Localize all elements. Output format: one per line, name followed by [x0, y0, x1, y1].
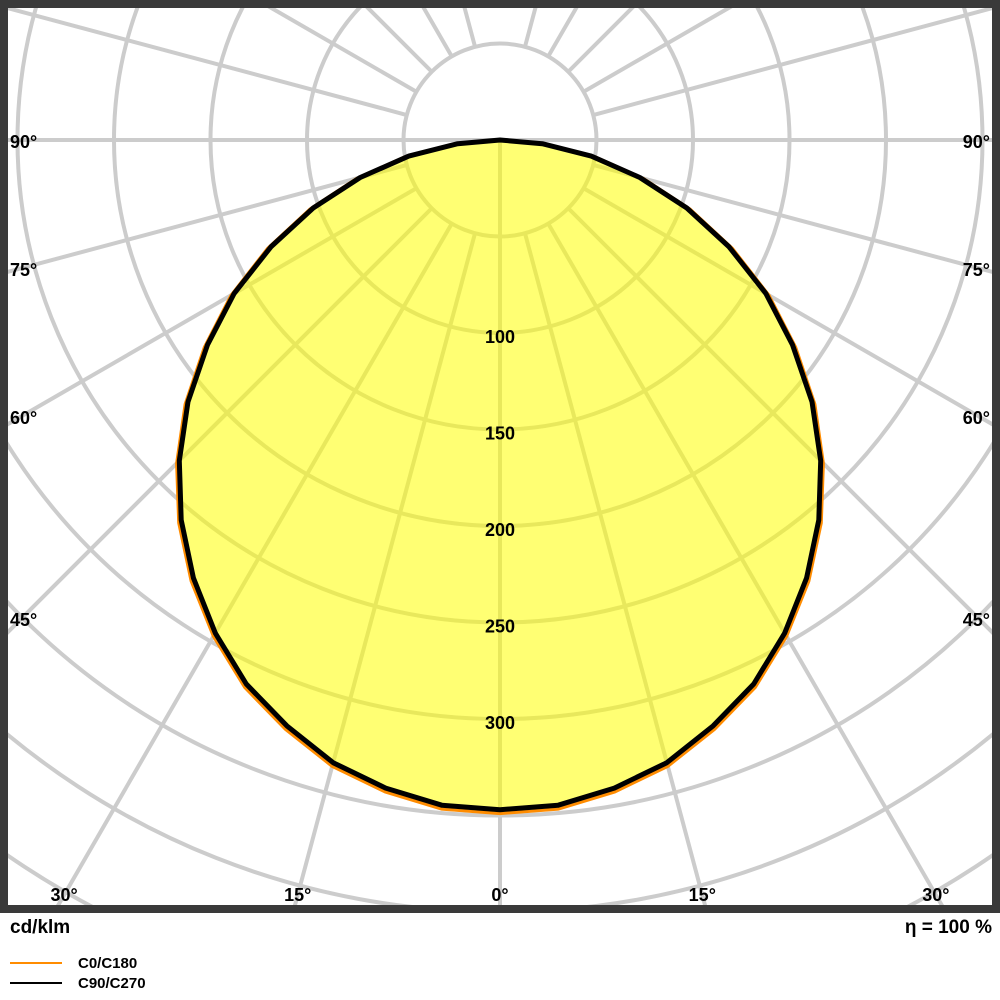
grid-radial--120deg — [267, 8, 418, 94]
angle-label-bottom-0: 0° — [491, 885, 508, 905]
ring-label-150: 150 — [485, 424, 515, 444]
ring-label-200: 200 — [485, 520, 515, 540]
axis-labels: 100 150 200 250 300 90° 90° 75° 75° 60° 60° 45° 45° 3… — [10, 132, 990, 905]
legend-label-c0-c180: C0/C180 — [78, 954, 138, 972]
curve-c90-c270 — [176, 137, 824, 813]
angle-label-bottom--30: 30° — [50, 885, 77, 905]
angle-label-left-60: 60° — [10, 408, 37, 428]
grid-radial-120deg — [582, 8, 733, 94]
footer-row: cd/klm η = 100 % — [0, 917, 1000, 942]
angle-label-right-45: 45° — [963, 610, 990, 630]
legend-label-c90-c270: C90/C270 — [78, 974, 146, 992]
legend-line-c90-c270-swatch — [10, 982, 62, 984]
unit-label: cd/klm — [10, 917, 71, 938]
legend-row-c90-c270: C90/C270 — [10, 973, 146, 993]
plot-area — [8, 8, 992, 908]
ring-label-300: 300 — [485, 713, 515, 733]
angle-label-bottom-15: 15° — [689, 885, 716, 905]
legend-line-c0-c180-swatch — [10, 962, 62, 964]
angle-label-left-90: 90° — [10, 132, 37, 152]
grid-radial-75deg — [592, 163, 992, 274]
grid-radial--105deg — [8, 8, 408, 117]
angle-label-right-90: 90° — [963, 132, 990, 152]
legend-row-c0-c180: C0/C180 — [10, 953, 146, 973]
angle-label-bottom-30: 30° — [922, 885, 949, 905]
plot-border — [0, 0, 1000, 913]
angle-label-left-75: 75° — [10, 260, 37, 280]
grid-radial-105deg — [592, 8, 992, 117]
angle-label-left-45: 45° — [10, 610, 37, 630]
ring-label-250: 250 — [485, 617, 515, 637]
ring-label-100: 100 — [485, 327, 515, 347]
polar-chart: 100 150 200 250 300 90° 90° 75° 75° 60° 60° 45° 45° 3… — [0, 0, 1000, 913]
angle-label-right-75: 75° — [963, 260, 990, 280]
grid-radial--75deg — [8, 163, 408, 274]
efficiency-label: η = 100 % — [904, 917, 992, 938]
angle-label-right-60: 60° — [963, 408, 990, 428]
angle-label-bottom--15: 15° — [284, 885, 311, 905]
legend: C0/C180 C90/C270 — [10, 953, 146, 993]
